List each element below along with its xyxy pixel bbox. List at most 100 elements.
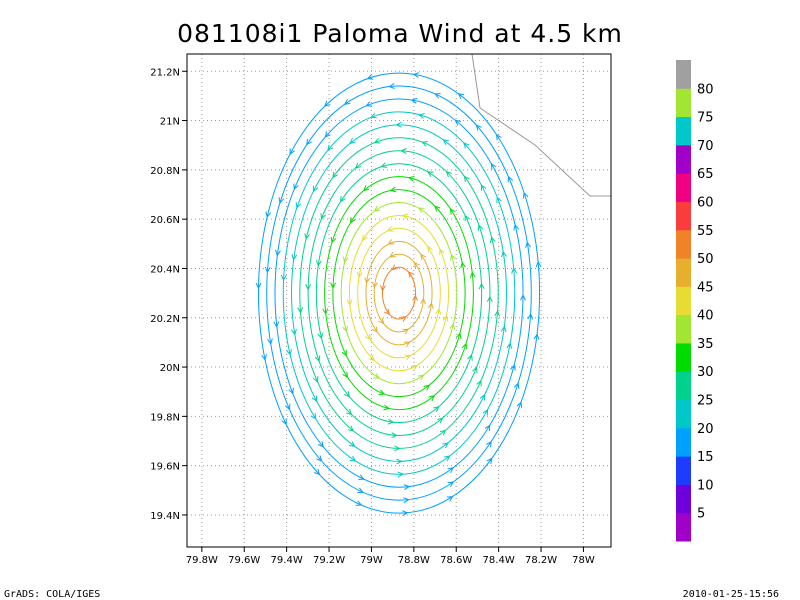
wind-arrow (372, 281, 378, 289)
colorbar-label: 10 (697, 478, 714, 493)
colorbar-segment (676, 173, 691, 202)
colorbar-label: 25 (697, 394, 714, 409)
colorbar-label: 55 (697, 224, 714, 239)
wind-arrow (306, 138, 312, 146)
wind-arrow (510, 364, 516, 371)
wind-arrow (288, 387, 294, 395)
wind-arrow (447, 481, 455, 488)
colorbar-label: 60 (697, 195, 714, 210)
wind-arrow (324, 100, 331, 107)
streamline-ring (340, 202, 458, 385)
y-tick-label: 20.8N (150, 166, 180, 177)
wind-arrow (520, 294, 526, 301)
colorbar-label: 65 (697, 167, 714, 182)
wind-arrow (486, 457, 493, 464)
wind-arrow (482, 408, 489, 416)
wind-arrow (501, 250, 507, 258)
x-tick-label: 78.2W (525, 555, 557, 566)
wind-arrow (495, 133, 502, 141)
wind-arrow (313, 468, 321, 476)
footer-left: GrADS: COLA/IGES (4, 589, 100, 600)
wind-arrow (478, 282, 485, 290)
wind-arrow (484, 424, 491, 432)
wind-arrow (434, 93, 441, 99)
wind-arrow (461, 342, 468, 350)
wind-arrow (304, 233, 311, 240)
wind-arrow (388, 251, 396, 258)
wind-arrow (371, 326, 378, 333)
wind-arrow (403, 484, 411, 491)
wind-arrow (346, 299, 353, 306)
wind-arrow (275, 249, 281, 257)
wind-arrow (445, 170, 453, 178)
colorbar-segment (676, 314, 691, 344)
colorbar-label: 35 (697, 337, 714, 352)
colorbar-segment (676, 116, 691, 146)
wind-arrow (479, 393, 486, 401)
wind-arrow (449, 208, 456, 215)
wind-arrow (403, 497, 410, 504)
wind-arrow (450, 253, 456, 261)
wind-arrow (446, 495, 454, 502)
coastline (471, 53, 611, 197)
wind-arrow (423, 384, 430, 391)
colorbar-segment (676, 60, 691, 89)
wind-arrow (460, 261, 467, 269)
wind-arrow (379, 285, 386, 292)
wind-arrow (469, 271, 476, 278)
wind-arrow (439, 429, 447, 436)
y-axis: 19.4N 19.6N 19.8N 20N 20.2N 20.4N 20.6N 20.8N 21… (150, 67, 187, 522)
wind-arrow (463, 142, 470, 149)
wind-arrow (496, 196, 502, 203)
wind-arrow (295, 202, 302, 209)
wind-arrow (533, 333, 540, 340)
wind-arrow (500, 325, 507, 333)
wind-arrow (421, 141, 428, 147)
wind-arrow (278, 197, 285, 204)
wind-arrow (365, 101, 372, 107)
plot-frame (186, 53, 612, 548)
colorbar-segment (676, 456, 691, 485)
wind-arrow (267, 338, 273, 345)
wind-arrow (443, 455, 451, 462)
wind-arrow (281, 418, 287, 426)
wind-arrow (317, 332, 324, 340)
colorbar-segment (676, 512, 691, 542)
wind-arrow (324, 131, 331, 138)
wind-arrow (342, 256, 349, 264)
colorbar-segment (676, 427, 691, 457)
y-tick-label: 19.6N (150, 462, 180, 473)
wind-arrow (332, 171, 339, 179)
streamline-ring (348, 214, 450, 372)
wind-arrow (434, 205, 441, 212)
wind-arrow (373, 137, 381, 144)
colorbar-segment (676, 88, 691, 118)
wind-arrow (293, 183, 299, 191)
wind-arrow (449, 323, 456, 330)
wind-arrow (312, 376, 319, 383)
x-axis: 79.8W 79.6W 79.4W 79.2W 79W 78.8W 78.6W 78.4W 78… (186, 547, 595, 566)
wind-arrow (394, 445, 401, 452)
wind-arrow (475, 124, 482, 131)
streamline-ring (381, 266, 417, 320)
x-tick-label: 79.6W (228, 555, 260, 566)
wind-arrow (464, 214, 470, 222)
wind-arrow (291, 254, 298, 261)
wind-arrow (420, 297, 426, 305)
streamline-ring (357, 227, 441, 359)
wind-arrow (315, 260, 322, 267)
wind-arrow (349, 441, 356, 447)
wind-arrow (312, 185, 319, 193)
wind-arrow (494, 310, 501, 317)
wind-arrow (427, 245, 433, 253)
wind-arrow (410, 97, 418, 104)
wind-arrow (342, 325, 348, 333)
chart-title: 081108i1 Paloma Wind at 4.5 km (177, 19, 623, 48)
streamline-ring (324, 176, 474, 411)
colorbar-segment (676, 399, 691, 429)
wind-arrow (476, 379, 482, 387)
streamline-ring (291, 124, 507, 462)
wind-arrow (397, 471, 404, 478)
wind-arrow (273, 321, 280, 328)
wind-arrow (356, 271, 363, 279)
